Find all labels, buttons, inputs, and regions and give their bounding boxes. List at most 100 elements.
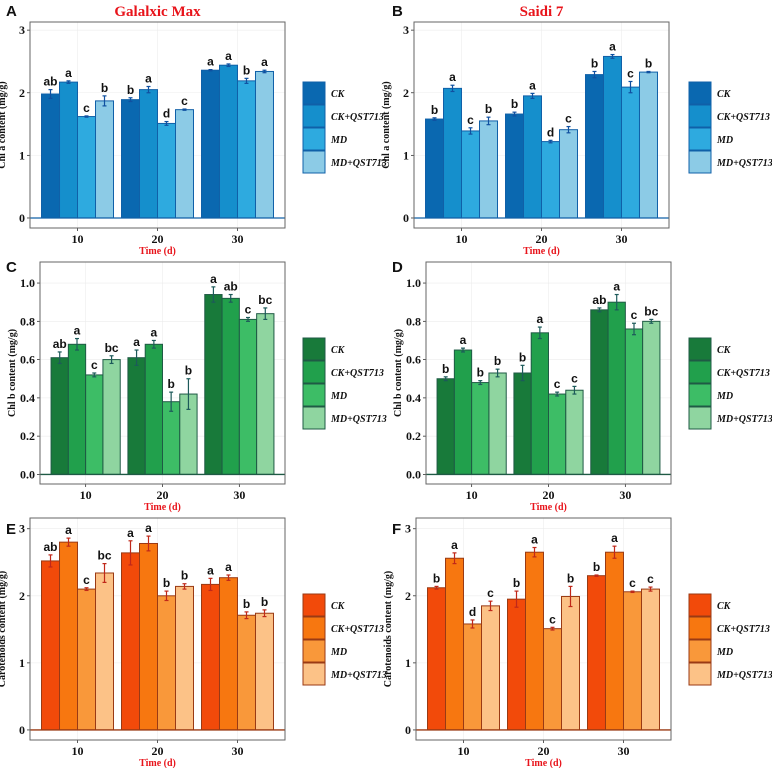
bar-md [471, 382, 490, 475]
bar-md-qst713 [560, 595, 580, 731]
legend-label: CK [331, 601, 346, 612]
y-tick-label: 0.6 [406, 353, 421, 367]
legend-key [302, 406, 326, 430]
x-tick-label: 30 [231, 232, 243, 246]
bar-ck [200, 69, 220, 219]
significance-letter: a [460, 333, 467, 347]
significance-letter: c [83, 101, 90, 115]
significance-letter: c [245, 303, 252, 317]
y-tick-label: 0.0 [20, 467, 35, 481]
plot-frame [425, 261, 672, 485]
y-tick-label: 1.0 [20, 276, 35, 290]
plot-frame [29, 21, 286, 229]
significance-letter: bc [105, 341, 119, 355]
bar-md-qst713 [254, 612, 274, 731]
y-tick-label: 0.8 [20, 314, 35, 328]
legend-key [688, 639, 712, 663]
x-tick-label: 10 [72, 744, 84, 758]
legend-label: CK+QST713 [717, 112, 770, 123]
y-tick-label: 1 [19, 148, 25, 162]
y-tick-label: 0 [19, 723, 25, 737]
significance-letter: ab [53, 337, 67, 351]
legend-label: CK+QST713 [331, 368, 384, 379]
legend-key [688, 406, 712, 430]
panel-letter: F [392, 521, 401, 538]
legend-key [302, 104, 326, 128]
significance-letter: ab [44, 540, 58, 554]
bar-md [620, 86, 640, 219]
significance-letter: b [163, 576, 170, 590]
bar-md [238, 318, 258, 475]
x-tick-label: 30 [233, 488, 245, 502]
significance-letter: b [645, 56, 652, 70]
significance-letter: c [631, 308, 638, 322]
bar-md-qst713 [254, 70, 274, 219]
x-axis-label: Time (d) [523, 246, 560, 257]
significance-letter: a [145, 71, 152, 85]
significance-letter: a [529, 78, 536, 92]
panel-letter: B [392, 3, 403, 20]
bar-md-qst713 [95, 100, 115, 219]
bar-ck-qst713 [218, 577, 238, 731]
bar-md-qst713 [479, 120, 499, 219]
significance-letter: b [477, 366, 484, 380]
significance-letter: a [207, 563, 214, 577]
x-tick-label: 20 [538, 744, 550, 758]
bar-ck [121, 552, 141, 731]
y-tick-label: 0 [405, 723, 411, 737]
legend-key [302, 127, 326, 151]
legend-label: MD [330, 647, 347, 658]
bar-ck [584, 74, 604, 219]
significance-letter: c [629, 576, 636, 590]
significance-letter: b [101, 81, 108, 95]
bar-md [162, 401, 181, 475]
significance-letter: b [591, 56, 598, 70]
panel-c-chl-b-galalxic-max: C0.00.20.40.60.81.010abacbc20aabb30aabcb… [6, 259, 387, 513]
bar-ck [425, 118, 445, 219]
significance-letter: a [133, 335, 140, 349]
significance-letter: a [207, 55, 214, 69]
bar-ck [586, 575, 606, 731]
significance-letter: b [513, 576, 520, 590]
bar-md [622, 591, 642, 731]
legend-key [302, 639, 326, 663]
significance-letter: d [547, 125, 554, 139]
y-tick-label: 0.0 [406, 467, 421, 481]
bar-md [77, 588, 97, 731]
chart-title: Saidi 7 [520, 4, 564, 20]
legend-label: MD+QST713 [330, 670, 387, 681]
x-tick-label: 10 [80, 488, 92, 502]
significance-letter: ab [592, 293, 606, 307]
significance-letter: b [431, 103, 438, 117]
x-tick-label: 20 [157, 488, 169, 502]
bar-ck-qst713 [604, 551, 624, 731]
bar-ck [505, 113, 525, 219]
significance-letter: a [65, 66, 72, 80]
y-tick-label: 0.4 [20, 391, 35, 405]
significance-letter: a [145, 521, 152, 535]
legend-key [302, 383, 326, 407]
y-axis-label: Chl a content (mg/g) [381, 81, 392, 169]
significance-letter: b [494, 354, 501, 368]
legend-label: MD+QST713 [716, 670, 772, 681]
significance-letter: b [511, 97, 518, 111]
y-tick-label: 3 [19, 23, 25, 37]
y-tick-label: 0.6 [20, 353, 35, 367]
significance-letter: ab [224, 280, 238, 294]
legend-key [688, 616, 712, 640]
significance-letter: a [225, 560, 232, 574]
y-axis-label: Carotenoids content (mg/g) [383, 571, 394, 687]
x-tick-label: 30 [615, 232, 627, 246]
legend-key [688, 150, 712, 174]
significance-letter: bc [97, 549, 111, 563]
y-tick-label: 0 [403, 211, 409, 225]
chart-title: Galalxic Max [114, 4, 201, 20]
y-tick-label: 0 [19, 211, 25, 225]
x-tick-label: 20 [152, 232, 164, 246]
legend-key [688, 104, 712, 128]
legend-label: MD+QST713 [330, 414, 387, 425]
panel-letter: A [6, 3, 17, 20]
